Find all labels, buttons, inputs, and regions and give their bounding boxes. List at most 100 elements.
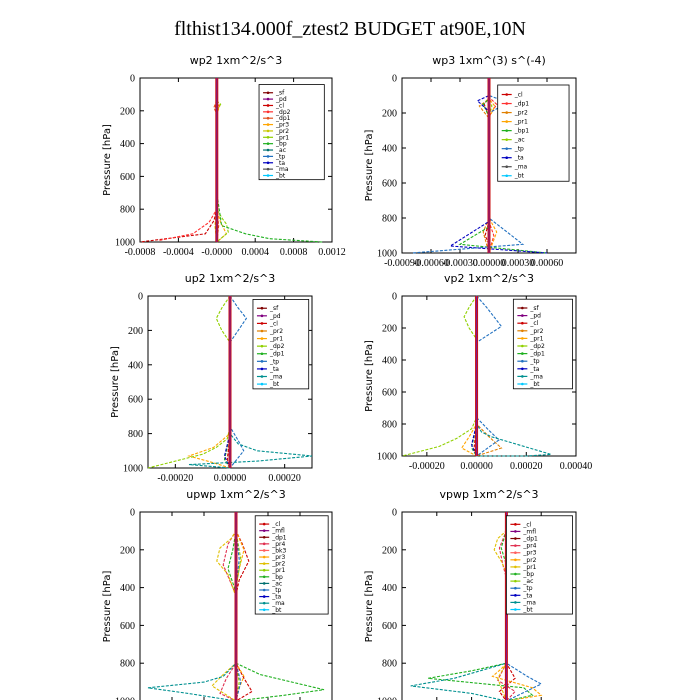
y-tick-label: 800 — [382, 214, 397, 225]
legend-entry: _ma — [271, 600, 285, 607]
legend-marker — [514, 530, 517, 533]
legend-entry: _bt — [271, 607, 282, 614]
plot-panel-4: vp2 1xm^2/s^3 Pressure [hPa] 0 200 400 600 800… — [364, 272, 592, 472]
legend-marker — [266, 110, 270, 114]
x-tick-label: -0.00060 — [413, 258, 449, 269]
legend-entry: _mfl — [522, 528, 536, 535]
x-tick-label: -0.00020 — [409, 461, 445, 472]
legend-entry: _pr1 — [522, 564, 536, 571]
legend-marker — [260, 314, 264, 318]
plot-title: wp3 1xm^(3) s^(-4) — [432, 54, 546, 67]
x-tick-label: -0.00090 — [384, 258, 420, 269]
legend-entry: _dp2 — [269, 343, 285, 350]
legend-entry: _dp1 — [529, 351, 545, 358]
legend-entry: _sf — [275, 90, 285, 97]
y-tick-label: 1000 — [377, 697, 397, 700]
y-axis-label: Pressure [hPa] — [364, 340, 375, 412]
plot-frame — [401, 511, 577, 700]
legend-marker — [260, 306, 264, 310]
legend-marker — [260, 382, 264, 386]
legend-marker — [505, 102, 509, 105]
legend-marker — [521, 367, 524, 371]
legend-marker — [260, 375, 264, 378]
legend-entry: _pr4 — [271, 541, 285, 548]
legend-entry: _tp — [269, 358, 279, 365]
legend-marker — [505, 156, 509, 159]
legend-entry: _pr2 — [522, 557, 536, 564]
series-line-cl — [139, 78, 218, 243]
y-tick-label: 1000 — [377, 452, 397, 463]
legend-marker — [260, 360, 264, 363]
legend-entry: _pd — [269, 313, 281, 320]
legend-marker — [260, 329, 264, 333]
legend-marker — [514, 572, 517, 576]
legend-marker — [505, 174, 509, 178]
series-line-tp — [229, 295, 248, 469]
legend-entry: _cl — [271, 521, 280, 528]
legend-entry: _tp — [271, 587, 281, 594]
legend-entry: _bt — [514, 173, 525, 180]
legend-entry: _pr2 — [271, 561, 285, 568]
legend-entry: _ta — [529, 366, 539, 373]
legend-marker — [266, 167, 270, 171]
y-tick-label: 600 — [382, 621, 397, 632]
plot-frame — [139, 77, 333, 243]
legend-entry: _cl — [269, 320, 278, 327]
legend-entry: _pr3 — [275, 122, 289, 129]
y-tick-label: 600 — [120, 172, 135, 183]
legend-entry: _ma — [269, 374, 283, 381]
legend-marker — [266, 148, 270, 152]
legend-marker — [266, 91, 270, 95]
legend-entry: _dp1 — [522, 536, 538, 543]
legend-marker — [266, 142, 270, 145]
plot-title: wp2 1xm^2/s^3 — [190, 54, 283, 67]
legend-marker — [262, 575, 266, 579]
legend-marker — [505, 138, 509, 141]
legend-box — [254, 515, 329, 615]
plot-panel-2: wp3 1xm^(3) s^(-4) Pressure [hPa] 0 200 400 6… — [364, 54, 577, 269]
y-tick-label: 400 — [120, 139, 135, 150]
legend-entry: _cl — [529, 320, 538, 327]
figure-title: flthist134.000f_ztest2 BUDGET at90E,10N — [174, 18, 526, 40]
y-tick-label: 0 — [392, 292, 397, 303]
legend-entry: _ma — [522, 599, 536, 606]
y-axis-label: Pressure [hPa] — [102, 571, 113, 643]
y-tick-label: 600 — [120, 621, 135, 632]
legend-entry: _dp1 — [271, 534, 287, 541]
legend-marker — [505, 120, 509, 123]
legend-marker — [262, 535, 266, 539]
series-line-ma — [476, 296, 552, 457]
legend-entry: _sf — [269, 305, 279, 312]
plot-panel-6: vpwp 1xm^2/s^3 Pressure [hPa] 0 200 400 600 80… — [364, 488, 577, 700]
legend-box — [497, 84, 570, 182]
y-tick-label: 200 — [128, 326, 143, 337]
x-tick-label: 0.00020 — [510, 461, 543, 472]
y-tick-label: 600 — [128, 395, 143, 406]
legend-marker — [266, 97, 270, 101]
legend-marker — [514, 551, 517, 555]
x-tick-label: -0.0008 — [125, 247, 156, 258]
legend-entry: _ac — [514, 137, 525, 144]
y-tick-label: 0 — [392, 508, 397, 519]
legend-marker — [262, 529, 266, 532]
legend-entry: _ta — [271, 594, 281, 601]
y-tick-label: 800 — [382, 420, 397, 431]
legend-marker — [514, 579, 517, 583]
x-tick-label: -0.00020 — [157, 473, 193, 484]
legend-entry: _pr3 — [271, 554, 285, 561]
y-tick-label: 400 — [382, 356, 397, 367]
y-tick-label: 1000 — [115, 238, 135, 249]
legend-marker — [262, 522, 266, 526]
legend-entry: _ma — [514, 164, 528, 171]
legend-entry: _pr2 — [529, 328, 543, 335]
legend-entry: _cl — [522, 521, 531, 528]
plot-panel-5: upwp 1xm^2/s^3 Pressure [hPa] 0 200 400 600 80… — [102, 488, 333, 700]
legend-entry: _pr2 — [514, 110, 528, 117]
legend-marker — [262, 608, 266, 612]
legend-marker — [505, 165, 509, 169]
legend-entry: _ac — [271, 580, 282, 587]
y-tick-label: 1000 — [123, 464, 143, 475]
legend-marker — [514, 601, 517, 604]
legend-marker — [521, 375, 524, 378]
legend-marker — [262, 555, 266, 559]
